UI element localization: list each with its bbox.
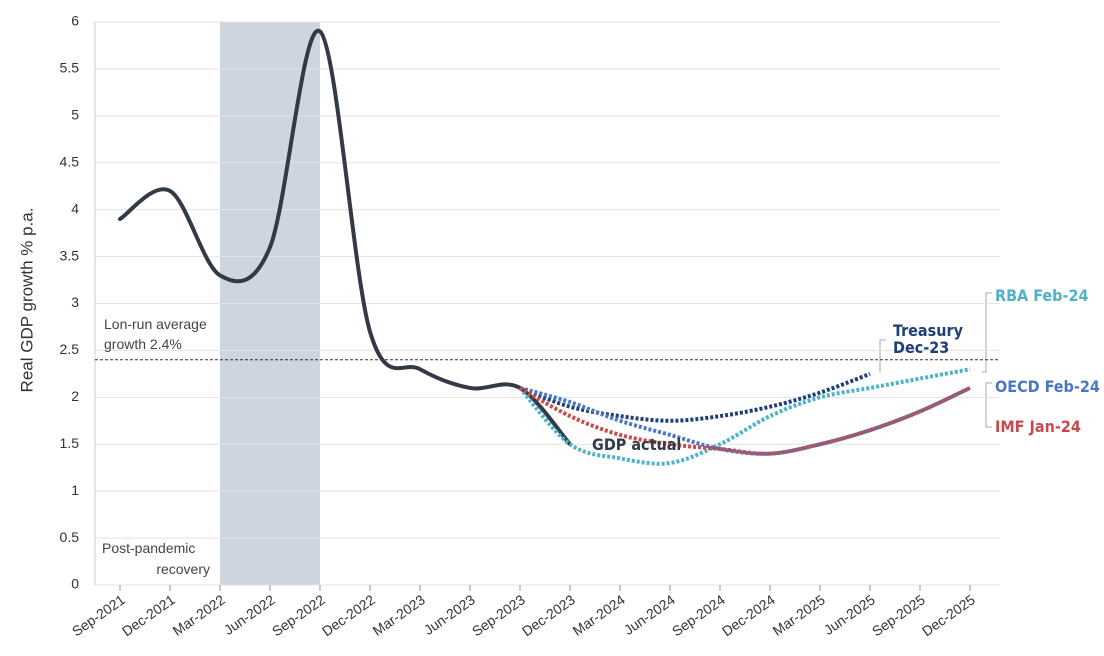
x-tick-label: Sep-2025 [869, 591, 928, 639]
x-tick-label: Jun-2022 [221, 591, 278, 638]
x-tick-label: Dec-2021 [119, 591, 178, 639]
bracket [879, 339, 886, 372]
series-label: IMF Jan-24 [995, 417, 1081, 436]
reference-label: Lon-run average [104, 316, 207, 332]
y-tick-label: 0.5 [60, 529, 80, 545]
bracket [982, 292, 992, 373]
x-tick-label: Mar-2024 [570, 591, 628, 639]
x-tick-label: Mar-2022 [170, 591, 228, 639]
y-tick-label: 5 [71, 107, 79, 123]
y-tick-label: 2 [71, 388, 79, 404]
y-tick-label: 3.5 [60, 247, 80, 263]
x-tick-label: Dec-2022 [319, 591, 378, 639]
y-tick-label: 6 [71, 13, 79, 29]
x-tick-label: Sep-2021 [69, 591, 128, 639]
shade-label: recovery [156, 561, 210, 577]
y-tick-label: 5.5 [60, 60, 80, 76]
x-tick-label: Jun-2025 [821, 591, 878, 638]
x-tick-label: Sep-2023 [469, 591, 528, 639]
bracket [985, 382, 992, 428]
series-line [519, 372, 871, 423]
reference-label: growth 2.4% [104, 336, 182, 352]
series-label: OECD Feb-24 [995, 377, 1100, 396]
x-tick-label: Jun-2024 [621, 591, 678, 638]
y-tick-label: 1.5 [60, 435, 80, 451]
x-tick-label: Sep-2024 [669, 591, 728, 639]
x-tick-label: Jun-2023 [421, 591, 478, 638]
y-tick-label: 2.5 [60, 341, 80, 357]
x-tick-label: Dec-2025 [919, 591, 978, 639]
y-tick-label: 1 [71, 482, 79, 498]
series-label: RBA Feb-24 [995, 286, 1089, 305]
brackets [879, 292, 992, 428]
x-tick-label: Mar-2025 [770, 591, 828, 639]
shade-label: Post-pandemic [102, 540, 196, 556]
series-label: GDP actual [592, 435, 682, 454]
series-line [518, 367, 971, 466]
x-tick-label: Dec-2023 [519, 591, 578, 639]
x-tick-label: Mar-2023 [370, 591, 428, 639]
series-label: Treasury Dec-23 [893, 321, 963, 357]
y-tick-label: 4.5 [60, 153, 80, 169]
y-tick-label: 0 [71, 576, 79, 592]
x-tick-label: Sep-2022 [269, 591, 328, 639]
series-line [118, 29, 572, 447]
y-tick-label: 4 [71, 200, 79, 216]
series-line [519, 386, 971, 456]
x-tick-label: Dec-2024 [719, 591, 778, 639]
y-axis-title: Real GDP growth % p.a. [17, 208, 36, 393]
y-tick-label: 3 [71, 294, 79, 310]
